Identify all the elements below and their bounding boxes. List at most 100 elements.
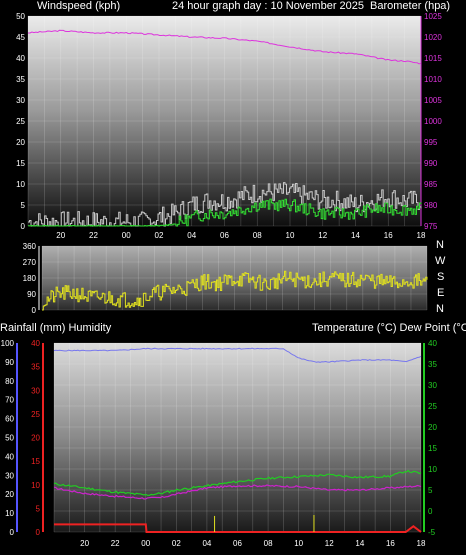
wind-x-tick-label: 10 xyxy=(286,231,295,240)
windspeed-tick-label: 20 xyxy=(16,138,25,147)
barometer-tick-label: 995 xyxy=(424,138,438,147)
humidity-tick-label: 50 xyxy=(5,434,14,443)
temperature-x-tick-label: 08 xyxy=(264,539,273,548)
temperature-x-tick-label: 16 xyxy=(386,539,395,548)
temperature-tick-label: 40 xyxy=(428,339,437,348)
rainfall-tick-label: 0 xyxy=(36,528,41,537)
windspeed-axis-label: Windspeed (kph) xyxy=(37,0,121,12)
barometer-tick-label: 980 xyxy=(424,201,438,210)
rainfall-tick-label: 10 xyxy=(31,481,40,490)
wind-x-tick-label: 16 xyxy=(384,231,393,240)
windspeed-tick-label: 30 xyxy=(16,96,25,105)
wind-direction-series-line xyxy=(42,270,428,311)
humidity-series-line xyxy=(53,347,422,363)
windspeed-tick-label: 0 xyxy=(21,222,26,231)
rainfall-tick-label: 35 xyxy=(31,363,40,372)
direction-tick-label: 90 xyxy=(27,290,36,299)
barometer-axis-label: Barometer (hpa) xyxy=(370,0,451,12)
temperature-tick-label: -5 xyxy=(428,528,436,537)
windspeed-tick-label: 50 xyxy=(16,12,25,21)
wind-x-tick-label: 12 xyxy=(318,231,327,240)
compass-label-s: S xyxy=(437,271,445,283)
barometer-series-line xyxy=(28,29,422,65)
humidity-tick-label: 10 xyxy=(5,509,14,518)
temperature-x-tick-label: 10 xyxy=(294,539,303,548)
temperature-tick-label: 0 xyxy=(428,507,433,516)
temperature-tick-label: 20 xyxy=(428,423,437,432)
barometer-tick-label: 1005 xyxy=(424,96,442,105)
temperature-x-tick-label: 20 xyxy=(80,539,89,548)
humidity-tick-label: 80 xyxy=(5,377,14,386)
wind-x-tick-label: 04 xyxy=(187,231,196,240)
humidity-tick-label: 0 xyxy=(10,528,15,537)
rainfall-tick-label: 20 xyxy=(31,434,40,443)
humidity-tick-label: 70 xyxy=(5,396,14,405)
temperature-tick-label: 5 xyxy=(428,486,433,495)
compass-label-e: E xyxy=(437,287,445,299)
wind-x-tick-label: 18 xyxy=(417,231,426,240)
windspeed-tick-label: 15 xyxy=(16,159,25,168)
wind-x-tick-label: 02 xyxy=(155,231,164,240)
barometer-tick-label: 1010 xyxy=(424,75,442,84)
temperature-tick-label: 35 xyxy=(428,360,437,369)
humidity-tick-label: 20 xyxy=(5,490,14,499)
direction-tick-label: 360 xyxy=(23,242,37,251)
direction-tick-label: 0 xyxy=(32,306,37,315)
temperature-panel-background xyxy=(54,343,421,532)
temperature-x-tick-label: 18 xyxy=(417,539,426,548)
barometer-tick-label: 1000 xyxy=(424,117,442,126)
barometer-tick-label: 1015 xyxy=(424,54,442,63)
windspeed-tick-label: 25 xyxy=(16,117,25,126)
wind-x-tick-label: 08 xyxy=(253,231,262,240)
temperature-x-tick-label: 14 xyxy=(355,539,364,548)
humidity-tick-label: 100 xyxy=(1,339,15,348)
temperature-x-tick-label: 02 xyxy=(172,539,181,548)
compass-label-n-top: N xyxy=(436,239,444,251)
windspeed-tick-label: 35 xyxy=(16,75,25,84)
rainfall-tick-label: 40 xyxy=(31,339,40,348)
direction-tick-label: 270 xyxy=(23,258,37,267)
wind-x-tick-label: 00 xyxy=(122,231,131,240)
humidity-tick-label: 90 xyxy=(5,358,14,367)
temperature-x-tick-label: 22 xyxy=(111,539,120,548)
humidity-tick-label: 60 xyxy=(5,415,14,424)
windspeed-series-line xyxy=(28,182,422,227)
temp-dew-label: Temperature (°C) Dew Point (°C) xyxy=(312,322,466,334)
wind-x-tick-label: 14 xyxy=(351,231,360,240)
chart-title: 24 hour graph day : 10 November 2025 xyxy=(172,0,365,12)
windspeed-tick-label: 10 xyxy=(16,180,25,189)
windspeed-tick-label: 5 xyxy=(21,201,26,210)
direction-tick-label: 180 xyxy=(23,274,37,283)
direction-panel-background xyxy=(42,246,427,310)
wind-panel-background xyxy=(28,16,421,226)
temperature-tick-label: 10 xyxy=(428,465,437,474)
temperature-series-line xyxy=(53,469,422,496)
temperature-tick-label: 30 xyxy=(428,381,437,390)
rainfall-series-line xyxy=(54,523,422,533)
barometer-tick-label: 990 xyxy=(424,159,438,168)
temperature-x-tick-label: 12 xyxy=(325,539,334,548)
compass-label-n-bottom: N xyxy=(436,303,444,315)
temperature-x-tick-label: 06 xyxy=(233,539,242,548)
wind-average-series-line xyxy=(28,198,422,227)
wind-x-tick-label: 06 xyxy=(220,231,229,240)
dew-point-series-line xyxy=(53,484,422,500)
rainfall-tick-label: 15 xyxy=(31,457,40,466)
wind-x-tick-label: 22 xyxy=(89,231,98,240)
rain-humidity-label: Rainfall (mm) Humidity xyxy=(0,322,112,334)
barometer-tick-label: 1025 xyxy=(424,12,442,21)
temperature-tick-label: 15 xyxy=(428,444,437,453)
windspeed-tick-label: 45 xyxy=(16,33,25,42)
windspeed-tick-label: 40 xyxy=(16,54,25,63)
compass-label-w: W xyxy=(435,255,446,267)
rainfall-tick-label: 25 xyxy=(31,410,40,419)
temperature-tick-label: 25 xyxy=(428,402,437,411)
temperature-x-tick-label: 04 xyxy=(202,539,211,548)
rainfall-tick-label: 5 xyxy=(36,504,41,513)
barometer-tick-label: 985 xyxy=(424,180,438,189)
temperature-x-tick-label: 00 xyxy=(141,539,150,548)
humidity-tick-label: 40 xyxy=(5,452,14,461)
humidity-tick-label: 30 xyxy=(5,471,14,480)
barometer-tick-label: 1020 xyxy=(424,33,442,42)
